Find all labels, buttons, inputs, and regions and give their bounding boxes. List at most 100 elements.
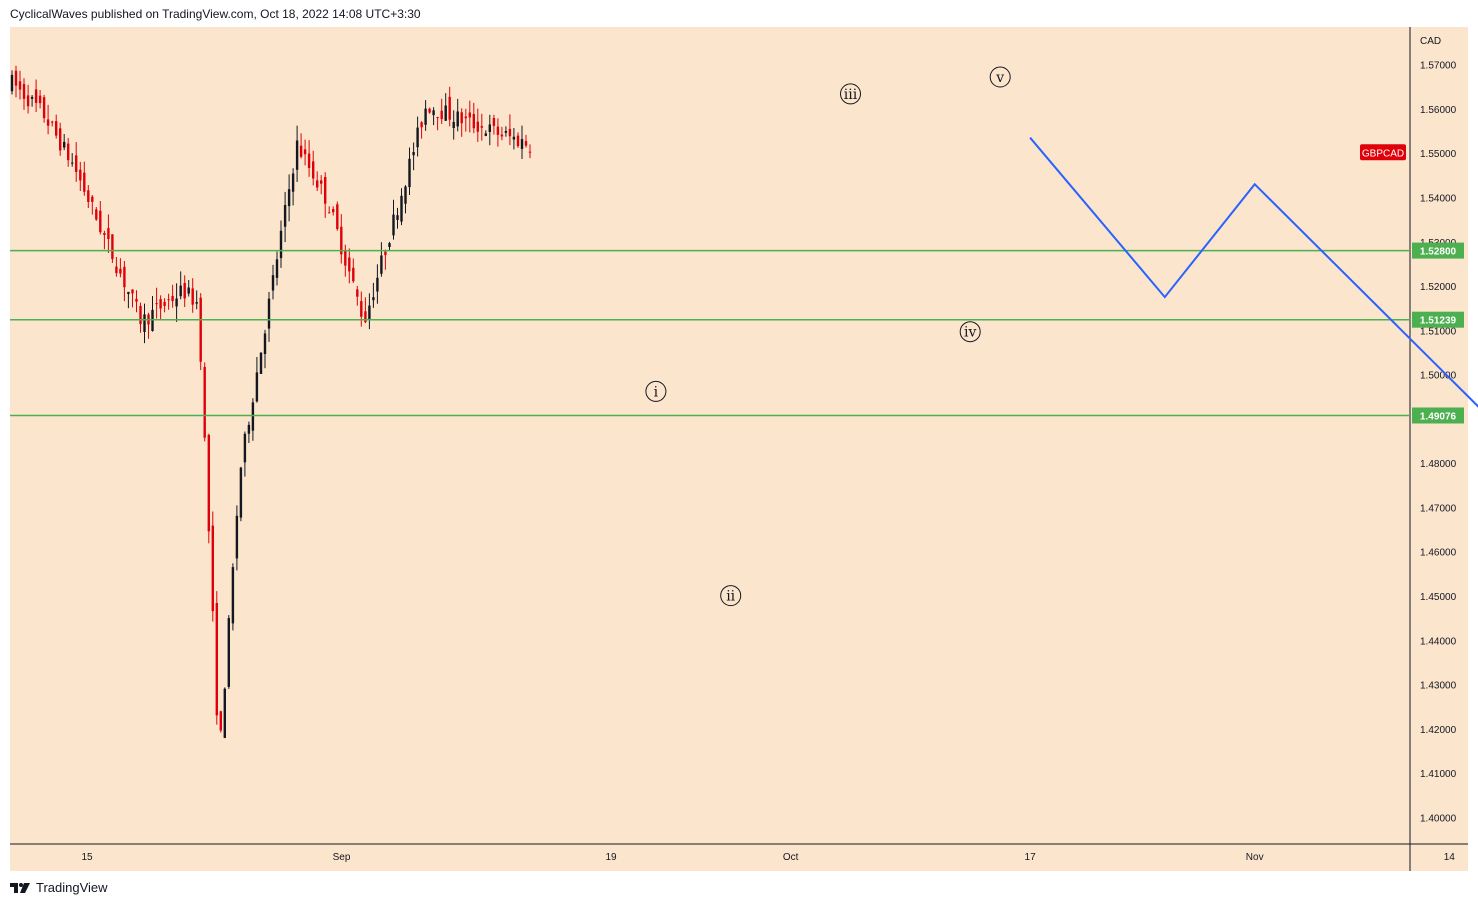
symbol-tag: GBPCAD: [1360, 144, 1406, 161]
candle-body: [22, 84, 26, 99]
candle-body: [279, 230, 283, 259]
price-tick-label: 1.42000: [1420, 725, 1457, 736]
level-price-tag-label: 1.52800: [1420, 247, 1457, 258]
tradingview-logo-icon: [10, 882, 30, 893]
candle-body: [131, 289, 134, 294]
candle-body: [420, 122, 423, 128]
time-tick-label: Oct: [783, 852, 799, 863]
candle-body: [452, 122, 455, 128]
candle-body: [38, 95, 42, 104]
candle-body: [175, 298, 178, 307]
level-price-tag-label: 1.49076: [1420, 412, 1457, 423]
candle-body: [111, 234, 114, 260]
candle-body: [316, 180, 319, 188]
candle-body: [203, 366, 206, 438]
price-tick-label: 1.44000: [1420, 636, 1457, 647]
candle-body: [195, 302, 198, 304]
candle-body: [239, 467, 243, 518]
candlesticks: [10, 65, 532, 739]
candle-body: [267, 298, 271, 329]
candle-body: [291, 173, 295, 192]
candle-body: [10, 74, 14, 92]
candle-body: [207, 434, 210, 532]
candle-body: [71, 162, 74, 164]
candle-body: [155, 303, 158, 305]
candle-body: [187, 287, 190, 294]
candle-body: [231, 567, 235, 624]
candle-body: [340, 226, 343, 255]
wave-label-text[interactable]: v: [995, 70, 1004, 86]
candle-body: [332, 209, 335, 213]
candle-body: [99, 210, 102, 233]
candle-body: [87, 190, 90, 202]
price-tick-label: 1.48000: [1420, 459, 1457, 470]
candle-body: [259, 352, 263, 374]
candle-body: [167, 299, 170, 301]
candle-body: [55, 121, 58, 136]
candle-body: [412, 152, 415, 156]
wave-label-text[interactable]: ii: [726, 589, 735, 605]
candle-body: [488, 124, 491, 132]
candle-body: [143, 314, 146, 332]
candle-body: [26, 95, 30, 107]
wave-label-text[interactable]: iii: [844, 87, 858, 103]
candle-body: [307, 153, 311, 168]
price-tick-label: 1.43000: [1420, 681, 1457, 692]
candle-body: [95, 209, 98, 220]
time-axis-labels: 15Sep19Oct17Nov14Dec19202316Feb: [81, 852, 1455, 863]
footer-brand-text: TradingView: [36, 880, 108, 895]
candle-body: [492, 118, 496, 126]
candle-body: [516, 135, 520, 147]
price-tick-label: 1.45000: [1420, 592, 1457, 603]
candle-body: [275, 259, 279, 278]
candle-body: [199, 297, 202, 362]
candle-body: [336, 204, 339, 229]
candle-body: [384, 251, 387, 256]
wave-label-text[interactable]: i: [654, 384, 659, 400]
candle-body: [356, 289, 359, 297]
candle-body: [464, 116, 467, 119]
candle-body: [123, 266, 126, 288]
wave-projection[interactable]: [1029, 34, 1478, 422]
candle-body: [504, 131, 508, 133]
chart-background: [10, 27, 1468, 871]
candle-body: [312, 161, 315, 179]
level-price-tag-label: 1.51239: [1420, 316, 1457, 327]
price-tick-label: 1.47000: [1420, 504, 1457, 515]
wave-label-circle: [989, 66, 1011, 88]
candle-body: [303, 149, 307, 155]
wave-label-circle: [959, 321, 981, 343]
horizontal-levels[interactable]: 1.52800 1.51239 1.49076: [10, 242, 1464, 424]
candle-body: [227, 618, 230, 687]
projection-path-line[interactable]: [1029, 34, 1478, 422]
candle-body: [287, 189, 291, 207]
candle-body: [299, 145, 303, 157]
candle-body: [251, 402, 255, 431]
time-tick-label: 19: [605, 852, 617, 863]
price-tick-label: 1.40000: [1420, 813, 1457, 824]
time-tick-label: 15: [81, 852, 93, 863]
level-price-tag: [1412, 311, 1464, 328]
candle-body: [135, 298, 138, 302]
candle-body: [283, 205, 287, 227]
wave-label-circle: [840, 83, 861, 105]
candle-body: [388, 243, 391, 247]
candle-body: [171, 296, 174, 302]
candle-body: [119, 268, 122, 274]
footer-brand[interactable]: TradingView: [10, 880, 108, 895]
price-tick-label: 1.50000: [1420, 371, 1457, 382]
candle-body: [392, 214, 395, 236]
symbol-tag-label: GBPCAD: [1362, 148, 1404, 159]
price-tick-label: 1.51000: [1420, 326, 1457, 337]
candle-body: [520, 139, 524, 149]
candle-body: [360, 301, 363, 317]
price-tick-label: 1.56000: [1420, 105, 1457, 116]
wave-label-text[interactable]: iv: [964, 325, 976, 341]
candle-body: [235, 515, 239, 559]
candle-body: [34, 89, 38, 103]
candle-body: [115, 266, 118, 274]
candle-body: [163, 301, 166, 306]
candle-body: [364, 311, 367, 323]
